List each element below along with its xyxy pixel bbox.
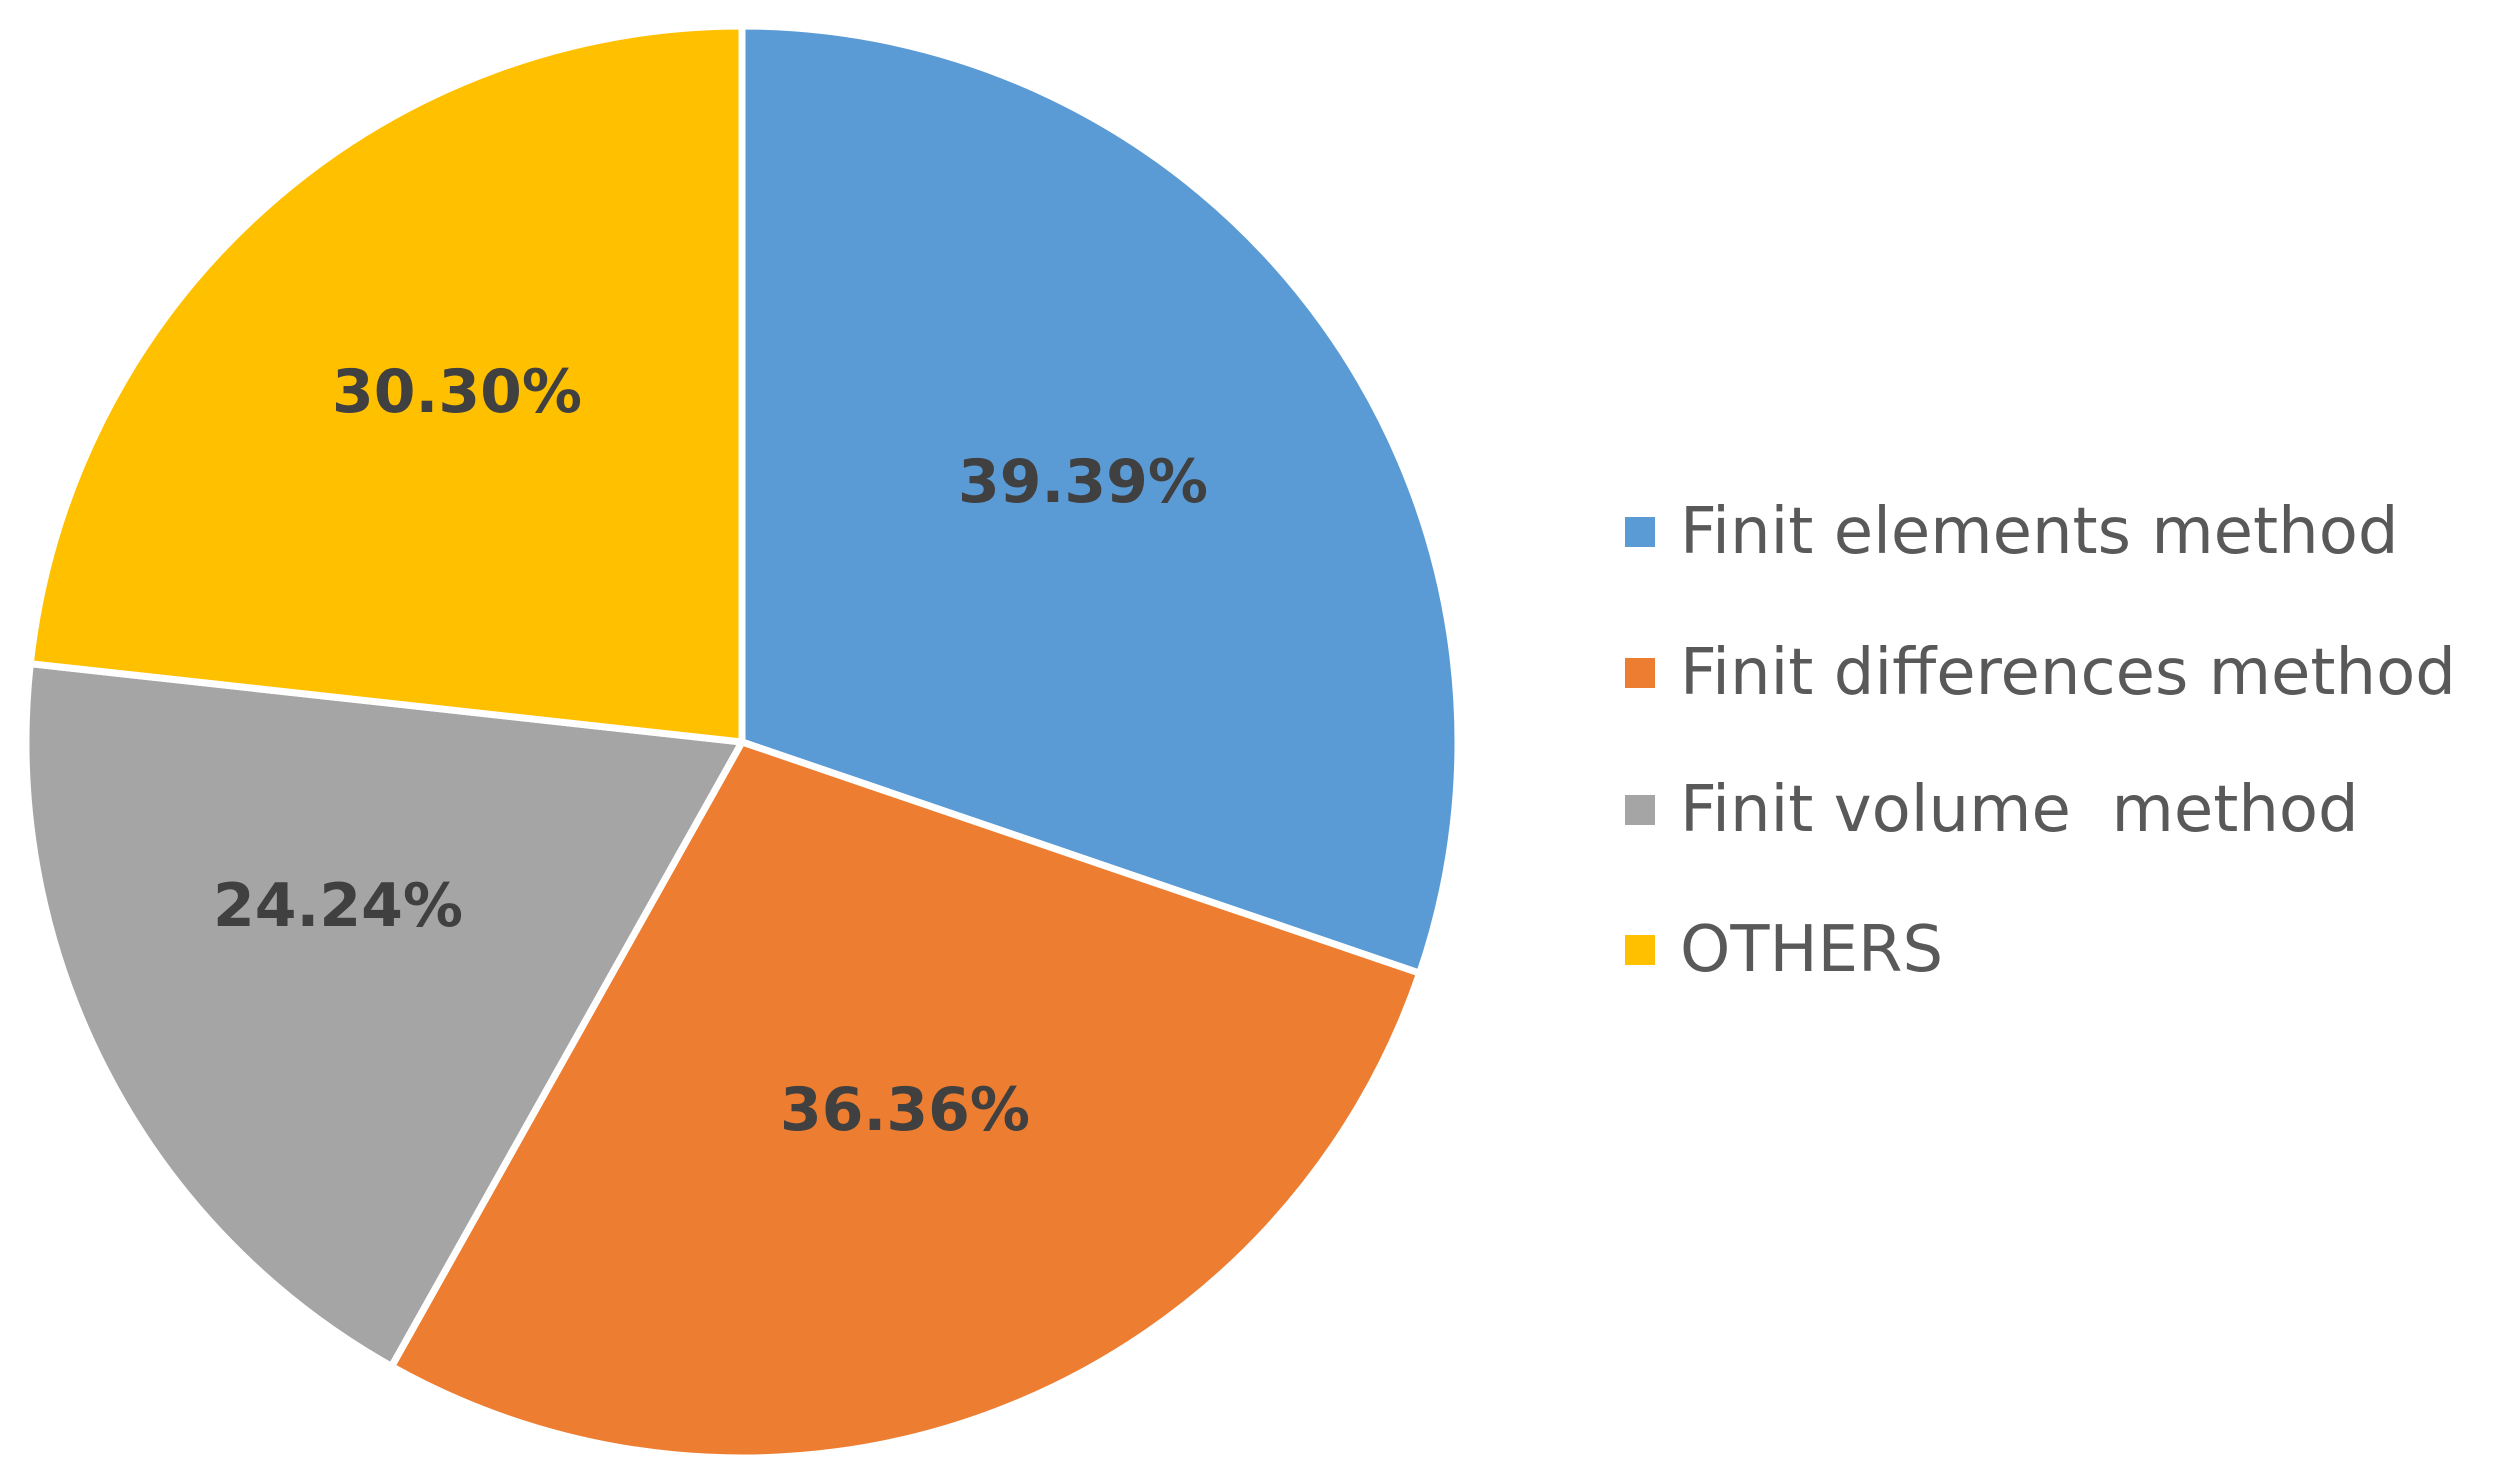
- legend-swatch-finit-elements: [1625, 517, 1655, 547]
- legend-label-finit-elements: Finit elements method: [1680, 495, 2398, 569]
- data-label-finit-differences: 36.36%: [780, 1075, 1030, 1145]
- pie-data-labels: 39.39% 36.36% 24.24% 30.30%: [213, 357, 1208, 1145]
- slice-finit-volume: [22, 660, 746, 1370]
- pie-slices: [22, 22, 1462, 1462]
- slice-finit-elements: [738, 22, 1462, 977]
- slice-others: [26, 22, 746, 746]
- data-label-finit-elements: 39.39%: [958, 447, 1208, 517]
- legend-label-finit-volume: Finit volume method: [1680, 773, 2359, 847]
- legend-swatch-others: [1625, 935, 1655, 965]
- legend-label-finit-differences: Finit differences method: [1680, 636, 2456, 710]
- legend-swatch-finit-volume: [1625, 795, 1655, 825]
- slice-finit-differences: [388, 738, 1424, 1462]
- data-label-others: 30.30%: [332, 357, 582, 427]
- legend-swatch-finit-differences: [1625, 658, 1655, 688]
- legend-label-others: OTHERS: [1680, 913, 1943, 987]
- data-label-finit-volume: 24.24%: [213, 871, 463, 941]
- legend: Finit elements method Finit differences …: [1625, 495, 2456, 987]
